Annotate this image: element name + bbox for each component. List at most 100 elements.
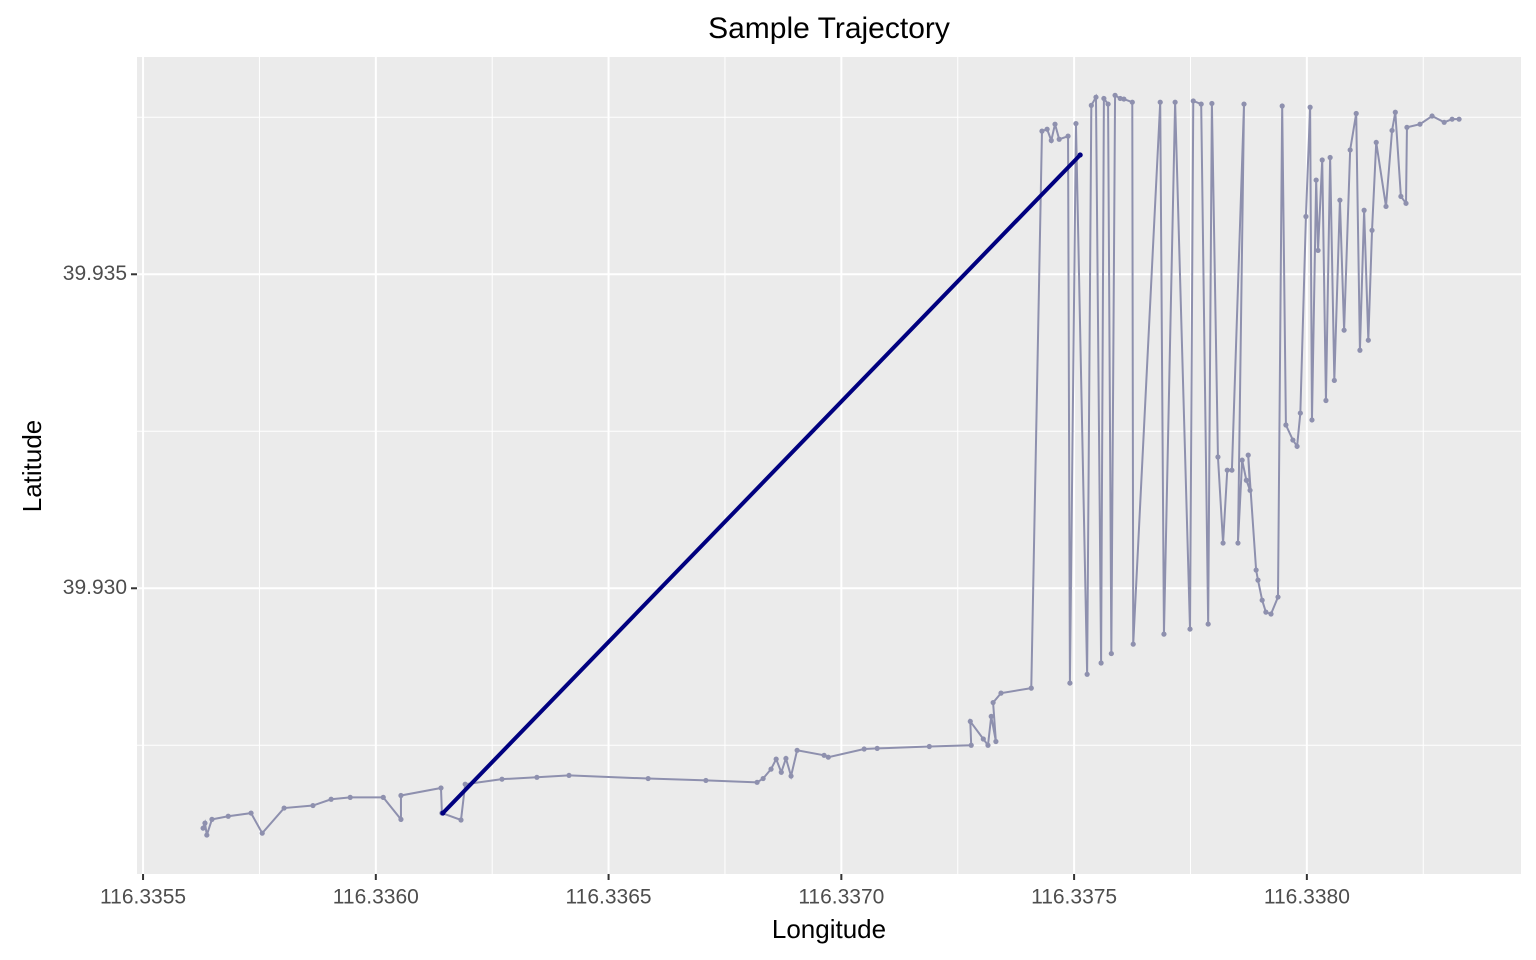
x-tick-label: 116.3380: [1264, 886, 1350, 909]
point: [1294, 443, 1300, 449]
y-tick-label: 39.935: [63, 262, 127, 285]
point: [1198, 101, 1204, 107]
point: [1028, 685, 1034, 691]
point: [988, 713, 994, 719]
point: [1245, 452, 1251, 458]
point: [1239, 457, 1245, 463]
point: [1088, 102, 1094, 108]
point: [1353, 110, 1359, 117]
point: [1404, 124, 1410, 130]
point: [773, 756, 779, 762]
point: [993, 738, 999, 745]
point: [1417, 121, 1423, 127]
point: [1313, 177, 1319, 183]
point: [1347, 147, 1353, 153]
point: [398, 792, 404, 799]
point: [998, 690, 1004, 696]
point: [645, 775, 651, 782]
point: [1383, 203, 1389, 210]
point: [968, 742, 974, 748]
point: [1441, 119, 1447, 125]
x-tick-label: 116.3375: [1031, 886, 1117, 909]
point: [1259, 597, 1265, 603]
point: [202, 820, 208, 826]
point: [534, 774, 540, 780]
x-tick-label: 116.3355: [100, 886, 186, 909]
point: [1084, 671, 1090, 677]
point: [1229, 467, 1235, 473]
point: [566, 772, 572, 779]
point: [1255, 577, 1261, 583]
point: [1243, 477, 1249, 483]
point: [380, 794, 386, 800]
point: [1283, 422, 1289, 428]
point: [1073, 120, 1079, 127]
point: [1172, 99, 1178, 105]
point: [768, 766, 774, 772]
point: [398, 816, 404, 822]
point: [1319, 157, 1325, 163]
point: [1247, 487, 1253, 493]
point: [1108, 650, 1114, 657]
point: [1403, 200, 1409, 206]
point: [1327, 154, 1333, 161]
x-tick-label: 116.3370: [798, 886, 884, 909]
point: [1056, 136, 1062, 142]
point: [1373, 139, 1379, 146]
point: [1224, 467, 1230, 473]
point: [990, 699, 996, 706]
point: [1161, 631, 1167, 637]
point: [1190, 98, 1196, 104]
point: [462, 781, 468, 787]
x-tick-label: 116.3360: [333, 886, 419, 909]
point: [440, 810, 446, 816]
point: [1365, 337, 1371, 343]
point: [1077, 152, 1083, 158]
point: [703, 777, 709, 784]
x-axis-label: Longitude: [772, 914, 886, 944]
point: [980, 736, 986, 742]
point: [1048, 137, 1054, 144]
point: [1389, 127, 1395, 134]
point: [1220, 540, 1226, 546]
point: [1129, 99, 1135, 105]
point: [788, 773, 794, 779]
y-axis-label: Latitude: [17, 420, 47, 513]
point: [1209, 100, 1215, 107]
point: [1290, 437, 1296, 443]
point: [1101, 95, 1107, 102]
point: [1105, 101, 1111, 107]
point: [209, 816, 215, 822]
point: [204, 832, 210, 838]
point: [1279, 103, 1285, 109]
point: [754, 779, 760, 785]
point: [1157, 99, 1163, 105]
point: [1275, 594, 1281, 600]
point: [825, 754, 831, 760]
point: [1263, 609, 1269, 615]
point: [1315, 247, 1321, 254]
y-tick-label: 39.930: [63, 576, 127, 599]
x-tick-label: 116.3365: [566, 886, 652, 909]
trajectory-line: [441, 153, 1082, 815]
point: [1398, 193, 1404, 200]
point: [1067, 680, 1073, 686]
point: [1341, 327, 1347, 333]
point: [760, 775, 766, 782]
point: [225, 813, 231, 819]
point: [1357, 347, 1363, 353]
point: [1039, 128, 1045, 134]
point: [1187, 626, 1193, 632]
point: [861, 746, 867, 752]
point: [1093, 94, 1099, 100]
point: [967, 718, 973, 725]
point: [328, 796, 334, 802]
point: [438, 785, 444, 791]
point: [1268, 611, 1274, 617]
point: [1098, 660, 1104, 666]
point: [1205, 621, 1211, 627]
point: [985, 742, 991, 748]
point: [281, 805, 287, 811]
point: [1456, 116, 1462, 122]
point: [778, 769, 784, 775]
